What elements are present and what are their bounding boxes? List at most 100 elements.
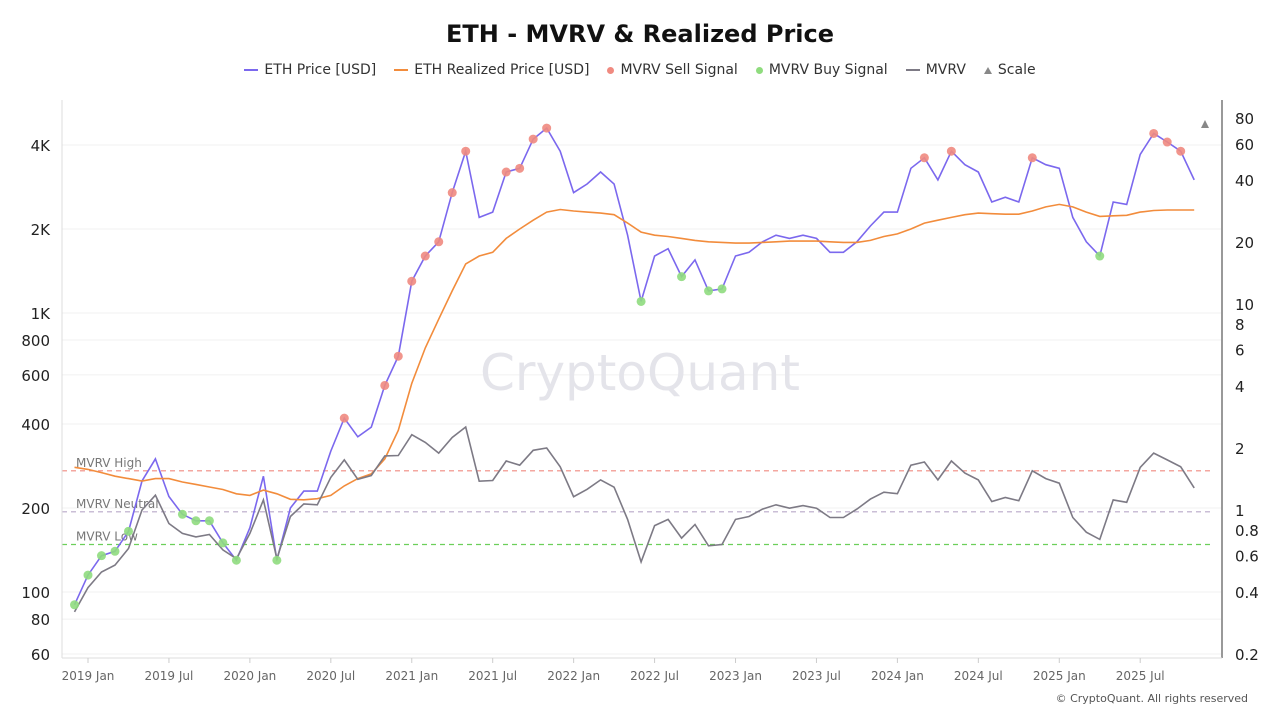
x-axis-tick-label: 2022 Jan	[547, 669, 600, 683]
series-line-eth-price-usd	[73, 126, 1195, 606]
buy-signal-point	[70, 600, 80, 610]
legend-item-buy-signal[interactable]: MVRV Buy Signal	[755, 62, 888, 78]
sell-signal-point	[1149, 128, 1159, 138]
right-axis-tick-label: 10	[1235, 296, 1254, 314]
x-axis-tick-label: 2025 Jul	[1116, 669, 1165, 683]
sell-signal-point	[1027, 153, 1037, 163]
buy-signal-point	[83, 570, 93, 580]
triangle-icon	[983, 66, 992, 74]
legend-swatch	[244, 69, 259, 71]
right-axis-tick-label: 4	[1235, 378, 1245, 396]
right-axis-tick-label: 60	[1235, 136, 1254, 154]
sell-signal-point	[339, 413, 349, 423]
right-axis-tick-label: 40	[1235, 172, 1254, 190]
buy-signal-point	[177, 509, 187, 519]
left-axis-tick-label: 4K	[31, 137, 52, 155]
legend-swatch	[755, 66, 763, 74]
sell-signal-point	[515, 163, 525, 173]
chart-title: ETH - MVRV & Realized Price	[445, 20, 835, 48]
sell-signal-point	[528, 134, 538, 144]
x-axis-tick-label: 2021 Jan	[385, 669, 438, 683]
left-axis-tick-label: 2K	[31, 221, 52, 239]
sell-signal-point	[1176, 146, 1186, 156]
buy-signal-point	[191, 516, 201, 526]
legend-label: MVRV	[925, 62, 966, 78]
sell-signal-point	[420, 251, 430, 261]
sell-signal-point	[946, 146, 956, 156]
right-axis-tick-label: 0.2	[1235, 646, 1259, 664]
legend: ETH Price [USD] ETH Realized Price [USD]…	[0, 62, 1280, 78]
sell-signal-point	[447, 188, 457, 198]
right-axis-tick-label: 0.4	[1235, 584, 1259, 602]
x-axis-tick-label: 2024 Jul	[954, 669, 1003, 683]
legend-item-mvrv[interactable]: MVRV	[905, 62, 966, 78]
sell-signal-point	[461, 146, 471, 156]
copyright-footer: © CryptoQuant. All rights reserved	[1055, 692, 1248, 705]
left-axis-tick-label: 800	[21, 332, 50, 350]
legend-item-scale[interactable]: Scale	[983, 62, 1036, 78]
sell-signal-point	[393, 351, 403, 361]
x-axis-tick-label: 2019 Jul	[145, 669, 194, 683]
right-axis-tick-label: 8	[1235, 316, 1245, 334]
x-axis-tick-label: 2020 Jan	[223, 669, 276, 683]
legend-swatch	[905, 69, 920, 71]
sell-signal-point	[501, 167, 511, 177]
legend-label: ETH Realized Price [USD]	[414, 62, 590, 78]
scale-marker	[1201, 120, 1209, 128]
series-line-eth-realized-price-usd	[74, 203, 1195, 501]
sell-signal-point	[407, 276, 417, 286]
x-axis-tick-label: 2025 Jan	[1033, 669, 1086, 683]
legend-swatch	[394, 69, 409, 71]
x-axis-tick-label: 2023 Jan	[709, 669, 762, 683]
buy-signal-point	[1095, 251, 1105, 261]
x-axis-tick-label: 2024 Jan	[871, 669, 924, 683]
legend-label: ETH Price [USD]	[264, 62, 377, 78]
buy-signal-point	[636, 296, 646, 306]
left-axis-tick-label: 200	[21, 500, 50, 518]
buy-signal-point	[218, 538, 228, 548]
buy-signal-point	[231, 555, 241, 565]
right-axis-tick-label: 0.8	[1235, 522, 1259, 540]
buy-signal-point	[717, 284, 727, 294]
buy-signal-point	[123, 526, 133, 536]
buy-signal-point	[110, 546, 120, 556]
sell-signal-point	[1162, 137, 1172, 147]
watermark: CryptoQuant	[480, 344, 800, 402]
x-axis-tick-label: 2019 Jan	[62, 669, 115, 683]
right-axis-tick-label: 1	[1235, 502, 1245, 520]
buy-signal-point	[272, 555, 282, 565]
right-axis-tick-label: 2	[1235, 440, 1245, 458]
left-axis-tick-label: 600	[21, 367, 50, 385]
sell-signal-point	[380, 380, 390, 390]
right-axis-tick-label: 6	[1235, 342, 1245, 360]
buy-signal-point	[677, 272, 687, 282]
sell-signal-point	[542, 123, 552, 133]
sell-signal-point	[919, 153, 929, 163]
reference-line-label: MVRV High	[76, 456, 142, 470]
right-axis-tick-label: 20	[1235, 234, 1254, 252]
x-axis-tick-label: 2022 Jul	[630, 669, 679, 683]
left-axis-tick-label: 400	[21, 416, 50, 434]
x-axis-tick-label: 2020 Jul	[306, 669, 355, 683]
legend-swatch	[607, 66, 615, 74]
left-axis-tick-label: 100	[21, 584, 50, 602]
reference-line-label: MVRV Neutral	[76, 497, 159, 511]
legend-label: MVRV Sell Signal	[620, 62, 738, 78]
legend-item-eth-price[interactable]: ETH Price [USD]	[244, 62, 376, 78]
legend-item-realized-price[interactable]: ETH Realized Price [USD]	[394, 62, 589, 78]
buy-signal-point	[204, 516, 214, 526]
right-axis-tick-label: 0.6	[1235, 548, 1259, 566]
legend-label: Scale	[997, 62, 1036, 78]
right-axis-tick-label: 80	[1235, 110, 1254, 128]
legend-label: MVRV Buy Signal	[768, 62, 888, 78]
left-axis-tick-label: 1K	[31, 305, 52, 323]
left-axis-tick-label: 80	[31, 611, 50, 629]
left-axis-tick-label: 60	[31, 646, 50, 664]
x-axis-tick-label: 2023 Jul	[792, 669, 841, 683]
x-axis-tick-label: 2021 Jul	[468, 669, 517, 683]
series-line-mvrv	[73, 425, 1195, 613]
buy-signal-point	[96, 551, 106, 561]
sell-signal-point	[434, 237, 444, 247]
legend-item-sell-signal[interactable]: MVRV Sell Signal	[607, 62, 738, 78]
